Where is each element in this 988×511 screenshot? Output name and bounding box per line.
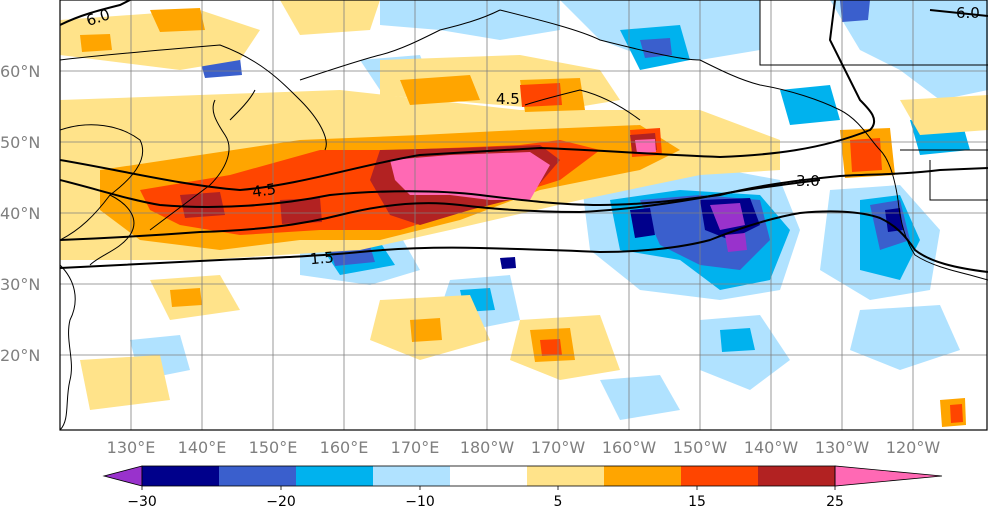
lat-label: 50°N [0, 133, 40, 152]
lon-label: 160°W [602, 438, 657, 457]
colorbar-tick-label: −20 [266, 494, 296, 510]
gridlines [60, 0, 987, 430]
contour-label: 4.5 [496, 90, 520, 108]
colorbar-segment [450, 466, 527, 486]
lat-label: 40°N [0, 204, 40, 223]
colorbar-tick-label: −30 [127, 494, 157, 510]
lon-label: 120°W [886, 438, 941, 457]
colorbar-tick-labels: −30 −20 −10 5 15 25 [127, 494, 844, 510]
contour-label: 4.5 [251, 180, 277, 201]
lon-label: 180°W [460, 438, 515, 457]
anomaly-shading [60, 0, 988, 430]
lon-label: 140°W [744, 438, 799, 457]
colorbar-segment [373, 466, 450, 486]
colorbar-segment [296, 466, 373, 486]
colorbar-frame [141, 465, 836, 487]
lon-label: 150°W [673, 438, 728, 457]
colorbar-tick-label: 15 [688, 494, 706, 510]
colorbar-segment [142, 466, 219, 486]
contour-label: 6.0 [956, 4, 980, 22]
colorbar-segment [527, 466, 604, 486]
lon-label: 170°W [531, 438, 586, 457]
colorbar-extend-low [102, 465, 143, 487]
colorbar: −30 −20 −10 5 15 25 [102, 465, 943, 510]
lon-label: 140°E [178, 438, 227, 457]
colorbar-tick-label: −10 [405, 494, 435, 510]
colorbar-segment [604, 466, 681, 486]
latitude-labels: 60°N 50°N 40°N 30°N 20°N [0, 62, 40, 365]
colorbar-segment [219, 466, 296, 486]
lon-label: 170°E [391, 438, 440, 457]
lon-label: 150°E [249, 438, 298, 457]
map-frame [59, 0, 988, 431]
colorbar-extend-high [834, 465, 943, 487]
lat-label: 20°N [0, 346, 40, 365]
longitude-labels: 130°E 140°E 150°E 160°E 170°E 180°W 170°… [107, 438, 941, 457]
colorbar-segment [681, 466, 758, 486]
contour-label: 1.5 [309, 248, 334, 268]
lon-label: 160°E [320, 438, 369, 457]
lon-label: 130°W [815, 438, 870, 457]
colorbar-segments [102, 465, 943, 490]
contour-label: 3.0 [796, 172, 820, 190]
lat-label: 60°N [0, 62, 40, 81]
lat-label: 30°N [0, 275, 40, 294]
colorbar-tick-label: 5 [554, 494, 563, 510]
colorbar-segment [758, 466, 835, 486]
contour-labels: 6.0 4.5 4.5 3.0 1.5 6.0 [84, 4, 980, 268]
colorbar-tick-label: 25 [826, 494, 844, 510]
climatology-contours [60, 0, 988, 273]
coastlines [60, 0, 988, 430]
lon-label: 130°E [107, 438, 156, 457]
